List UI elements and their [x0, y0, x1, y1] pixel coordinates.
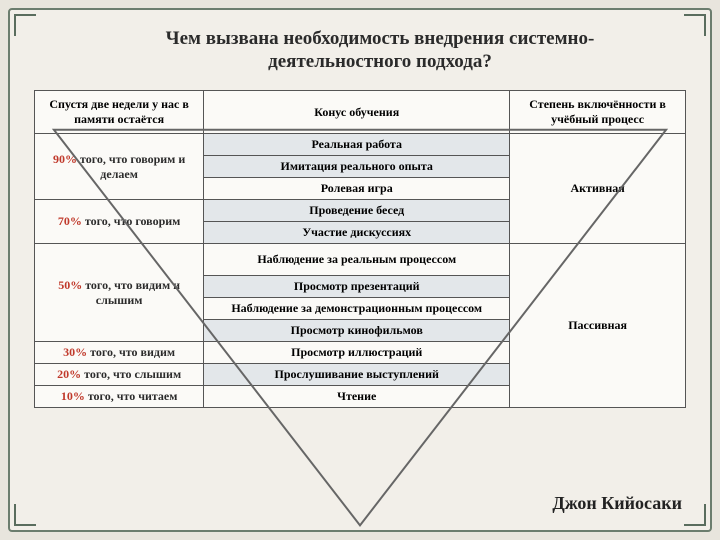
corner-decoration [14, 504, 36, 526]
retention-90: 90% того, что говорим и делаем [35, 134, 204, 200]
cone-row: Проведение бесед [204, 200, 510, 222]
retention-20: 20% того, что слышим [35, 364, 204, 386]
cone-row: Имитация реального опыта [204, 156, 510, 178]
header-retention: Спустя две недели у нас в памяти остаётс… [35, 91, 204, 134]
cone-row: Наблюдение за демонстрационным процессом [204, 298, 510, 320]
cone-row: Просмотр презентаций [204, 276, 510, 298]
retention-70: 70% того, что говорим [35, 200, 204, 244]
cone-row: Прослушивание выступлений [204, 364, 510, 386]
retention-30: 30% того, что видим [35, 342, 204, 364]
slide-frame: Чем вызвана необходимость внедрения сист… [8, 8, 712, 532]
cone-row: Просмотр иллюстраций [204, 342, 510, 364]
header-engagement: Степень включённости в учёбный процесс [510, 91, 686, 134]
engagement-active: Активная [510, 134, 686, 244]
cone-row: Просмотр кинофильмов [204, 320, 510, 342]
header-cone: Конус обучения [204, 91, 510, 134]
slide-title: Чем вызвана необходимость внедрения сист… [110, 28, 650, 74]
corner-decoration [684, 14, 706, 36]
retention-50: 50% того, что видим и слышим [35, 244, 204, 342]
cone-of-learning-table: Спустя две недели у нас в памяти остаётс… [34, 90, 686, 408]
corner-decoration [14, 14, 36, 36]
cone-row: Наблюдение за реальным процессом [204, 244, 510, 276]
cone-row: Реальная работа [204, 134, 510, 156]
cone-row: Участие дискуссиях [204, 222, 510, 244]
author-attribution: Джон Кийосаки [552, 494, 682, 514]
cone-row: Ролевая игра [204, 178, 510, 200]
cone-table-wrap: Спустя две недели у нас в памяти остаётс… [34, 90, 686, 520]
corner-decoration [684, 504, 706, 526]
engagement-passive: Пассивная [510, 244, 686, 408]
cone-row: Чтение [204, 386, 510, 408]
retention-10: 10% того, что читаем [35, 386, 204, 408]
